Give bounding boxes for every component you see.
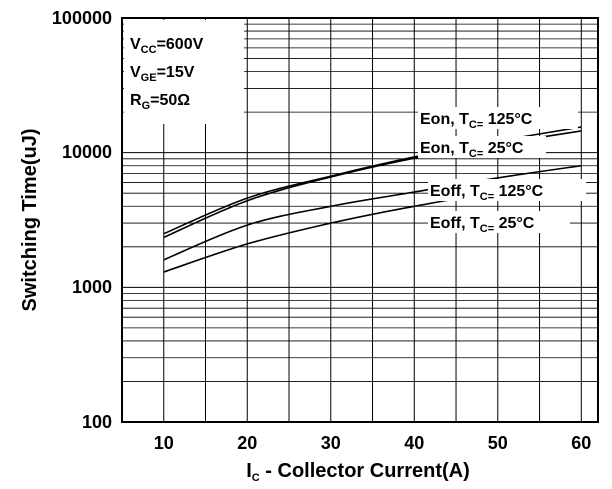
x-axis-title: IC - Collector Current(A)	[246, 460, 470, 484]
series-label-eon-125: Eon, TC= 125°C	[420, 111, 533, 131]
y-axis-title: Switching Time(uJ)	[19, 129, 41, 312]
series-line-2	[163, 164, 582, 261]
plot-frame	[121, 17, 599, 423]
x-tick-labels: 10 20 30 40 50 60	[154, 433, 592, 453]
y-tick-labels: 100 1000 10000 100000	[52, 8, 112, 432]
x-tick-label: 60	[571, 433, 591, 453]
series-label-eoff-25: Eoff, TC= 25°C	[430, 215, 535, 235]
x-tick-label: 30	[321, 433, 341, 453]
series-label-backgrounds	[418, 107, 586, 233]
series-label-eoff-125: Eoff, TC= 125°C	[430, 183, 544, 203]
x-tick-label: 40	[404, 433, 424, 453]
y-tick-label: 10000	[62, 142, 112, 162]
x-tick-label: 10	[154, 433, 174, 453]
y-tick-label: 1000	[72, 277, 112, 297]
series-label-eon-25: Eon, TC= 25°C	[420, 140, 524, 160]
condition-vge: VGE=15V	[130, 64, 195, 84]
x-tick-label: 20	[237, 433, 257, 453]
x-tick-label: 50	[488, 433, 508, 453]
y-tick-label: 100	[82, 412, 112, 432]
y-tick-label: 100000	[52, 8, 112, 28]
condition-vcc: VCC=600V	[130, 36, 204, 56]
conditions-box	[124, 20, 244, 124]
condition-rg: RG=50Ω	[130, 92, 190, 112]
